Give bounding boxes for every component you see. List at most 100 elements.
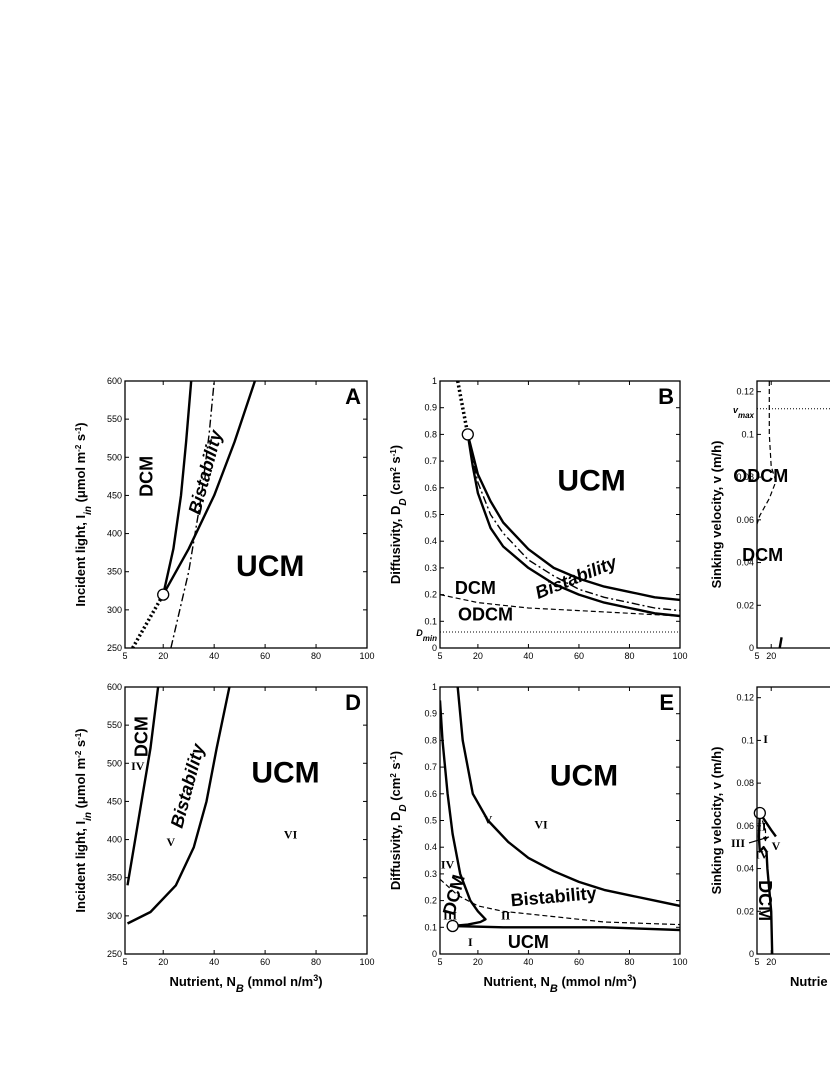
region-label: DCM (137, 456, 157, 497)
curve-dashed (440, 878, 680, 926)
y-tick-label: 0.2 (424, 590, 437, 600)
y-tick-label: 0.2 (424, 896, 437, 906)
y-tick-label: 0.9 (424, 403, 437, 413)
curve-dashdot (170, 381, 215, 648)
panel-letter: B (658, 384, 674, 409)
bifurcation-point (461, 428, 474, 441)
reference-line-label: vmax (733, 405, 755, 420)
x-tick-label: 20 (473, 957, 483, 967)
region-label: V (167, 835, 176, 849)
y-tick-label: 0.9 (424, 709, 437, 719)
panel-b: UCM Bistability DCM ODCM 5 20 40 60 80 100 0 0.1 0.2… (388, 376, 688, 661)
y-tick-label: 250 (107, 949, 122, 959)
region-label: DCM (742, 545, 783, 565)
arrow-label: III (731, 836, 745, 850)
y-tick-label: 250 (107, 643, 122, 653)
plot-frame (756, 686, 830, 955)
x-tick-label: 5 (437, 651, 442, 661)
x-tick-label: 60 (260, 651, 270, 661)
panel-letter: D (345, 690, 361, 715)
y-tick-label: 300 (107, 911, 122, 921)
region-label: Bistability (185, 427, 227, 516)
y-tick-label: 300 (107, 605, 122, 615)
panel-a: DCM Bistability UCM 5 20 40 60 80 100 250 300 350 40… (73, 376, 375, 661)
x-tick-label: 5 (122, 957, 127, 967)
y-tick-label: 0.6 (424, 483, 437, 493)
curve-solid (126, 687, 231, 925)
y-tick-label: 0.1 (741, 735, 754, 745)
x-tick-label: 5 (754, 651, 759, 661)
curve-dashed (440, 594, 680, 617)
y-tick-label: 0.6 (424, 789, 437, 799)
y-tick-label: 0.7 (424, 456, 437, 466)
region-label: UCM (236, 550, 304, 583)
y-tick-label: 0.5 (424, 510, 437, 520)
y-tick-label: 0.1 (424, 922, 437, 932)
x-tick-label: 5 (122, 651, 127, 661)
region-label: Bistability (532, 552, 620, 603)
y-tick-label: 400 (107, 529, 122, 539)
y-tick-label: 550 (107, 414, 122, 424)
y-tick-label: 600 (107, 682, 122, 692)
arrow-head (763, 836, 769, 841)
x-tick-label: 20 (158, 651, 168, 661)
region-label: DCM (132, 716, 152, 757)
y-tick-label: 0.3 (424, 869, 437, 879)
y-axis-label: Sinking velocity, v (m/h) (709, 747, 724, 895)
region-label: UCM (508, 932, 549, 952)
y-tick-label: 0.02 (736, 600, 754, 610)
curve-dashed (756, 381, 777, 525)
x-axis-label: Nutrient, NB (mmol n/m3) (169, 973, 322, 995)
x-tick-label: 60 (574, 957, 584, 967)
y-axis-label: Incident light, Iin (μmol m-2 s-1) (73, 422, 94, 606)
panel-c: ODCM DCM 5 20 0 0.02 0.04 0.06 0.08 0.1 0.12 vmax Si… (709, 380, 830, 661)
region-label: UCM (550, 760, 618, 793)
x-tick-label: 100 (672, 957, 687, 967)
y-tick-label: 600 (107, 376, 122, 386)
y-tick-label: 0.06 (736, 821, 754, 831)
plot-frame (124, 380, 368, 649)
x-tick-label: 40 (523, 957, 533, 967)
y-tick-label: 0 (432, 949, 437, 959)
region-label: I (468, 935, 473, 949)
bifurcation-point (446, 919, 459, 933)
y-axis-label: Diffusivity, DD (cm2 s-1) (388, 751, 409, 890)
y-tick-label: 0.08 (736, 778, 754, 788)
y-tick-label: 500 (107, 452, 122, 462)
region-label: DCM (755, 880, 775, 921)
curve-dashdot (467, 434, 680, 612)
x-tick-label: 20 (766, 957, 776, 967)
y-tick-label: 350 (107, 567, 122, 577)
x-tick-label: 60 (260, 957, 270, 967)
curve-solid (440, 700, 487, 928)
x-tick-label: 80 (624, 651, 634, 661)
plot-frame (124, 686, 368, 955)
plot-frame (439, 686, 681, 955)
curve-solid (466, 434, 680, 602)
region-label: UCM (557, 464, 625, 497)
y-tick-label: 0.3 (424, 563, 437, 573)
y-tick-label: 1 (432, 682, 437, 692)
y-axis-label: Sinking velocity, v (m/h) (709, 441, 724, 589)
y-tick-label: 500 (107, 758, 122, 768)
x-tick-label: 40 (209, 957, 219, 967)
curve-solid (126, 687, 160, 886)
x-tick-label: 80 (311, 957, 321, 967)
y-tick-label: 0.8 (424, 429, 437, 439)
region-label: ODCM (733, 466, 788, 486)
y-tick-label: 0.02 (736, 906, 754, 916)
region-label: III (443, 908, 457, 922)
y-tick-label: 400 (107, 835, 122, 845)
x-tick-label: 20 (473, 651, 483, 661)
curve-solid (162, 381, 193, 595)
region-label: Bistability (510, 883, 597, 910)
region-label: I (763, 732, 768, 746)
y-tick-label: 0 (749, 949, 754, 959)
region-label: V (772, 839, 781, 853)
region-label: II (757, 820, 767, 834)
y-tick-label: 0.08 (736, 472, 754, 482)
y-tick-label: 0 (432, 643, 437, 653)
curve-solid (456, 687, 680, 908)
